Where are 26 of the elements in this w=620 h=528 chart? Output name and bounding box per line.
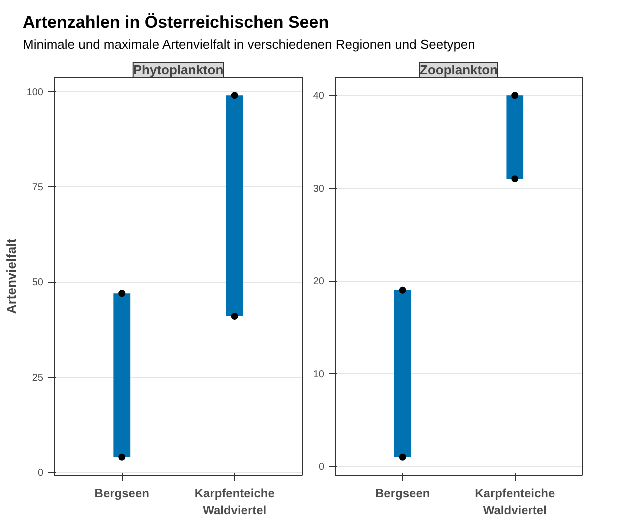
point: [399, 454, 406, 461]
chart-title: Phytoplankton: [133, 62, 224, 78]
y-tick-label: 75: [32, 182, 44, 194]
y-tick-label: 10: [313, 369, 325, 380]
point: [399, 286, 406, 294]
x-tick-label: Karpfenteiche Waldviertel: [194, 486, 276, 518]
y-tick-label: 20: [313, 276, 325, 288]
y-tick-label: 40: [313, 91, 325, 102]
point: [512, 92, 519, 100]
y-tick-label: 25: [32, 372, 44, 384]
y-tick-label: 100: [26, 87, 44, 98]
y-tick-label: 50: [32, 278, 44, 289]
point: [231, 92, 238, 100]
point: [118, 454, 126, 461]
y-tick-label: 0: [38, 468, 44, 480]
point: [118, 290, 126, 298]
y-tick-label: 30: [313, 184, 325, 195]
text: Minimale und maximale Artenvielfalt in verschiedenen Regionen und Seetypen: [23, 37, 476, 52]
text: Artenzahlen in Österreichischen Seen: [23, 13, 330, 33]
point: [231, 312, 238, 320]
x-tick-label: Bergseen: [376, 486, 430, 500]
point: [512, 176, 519, 183]
y-tick-label: 0: [318, 462, 325, 474]
y-axis-title: Artenvielfalt: [4, 238, 19, 314]
x-tick-label: Karpfenteiche Waldviertel: [475, 486, 556, 518]
x-tick-label: Bergseen: [94, 486, 150, 500]
